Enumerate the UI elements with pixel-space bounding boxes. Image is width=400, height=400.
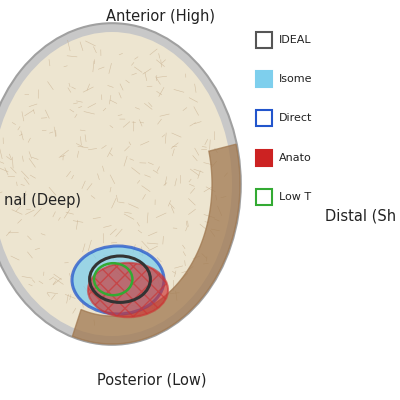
FancyBboxPatch shape [256,189,272,205]
Ellipse shape [88,263,168,317]
Text: Distal (Sh: Distal (Sh [325,208,396,224]
Text: IDEAL: IDEAL [279,35,312,45]
Text: Anterior (High): Anterior (High) [106,8,214,24]
Text: nal (Deep): nal (Deep) [4,192,81,208]
Ellipse shape [0,23,241,345]
FancyBboxPatch shape [256,150,272,166]
FancyBboxPatch shape [256,71,272,87]
Text: Direct: Direct [279,114,312,124]
Ellipse shape [0,32,232,336]
Text: Posterior (Low): Posterior (Low) [97,372,207,388]
FancyBboxPatch shape [256,32,272,48]
Polygon shape [72,144,240,344]
FancyBboxPatch shape [256,110,272,126]
Ellipse shape [72,246,164,314]
Text: Isome: Isome [279,74,313,84]
Text: Anato: Anato [279,152,312,162]
Text: Low T: Low T [279,192,311,202]
